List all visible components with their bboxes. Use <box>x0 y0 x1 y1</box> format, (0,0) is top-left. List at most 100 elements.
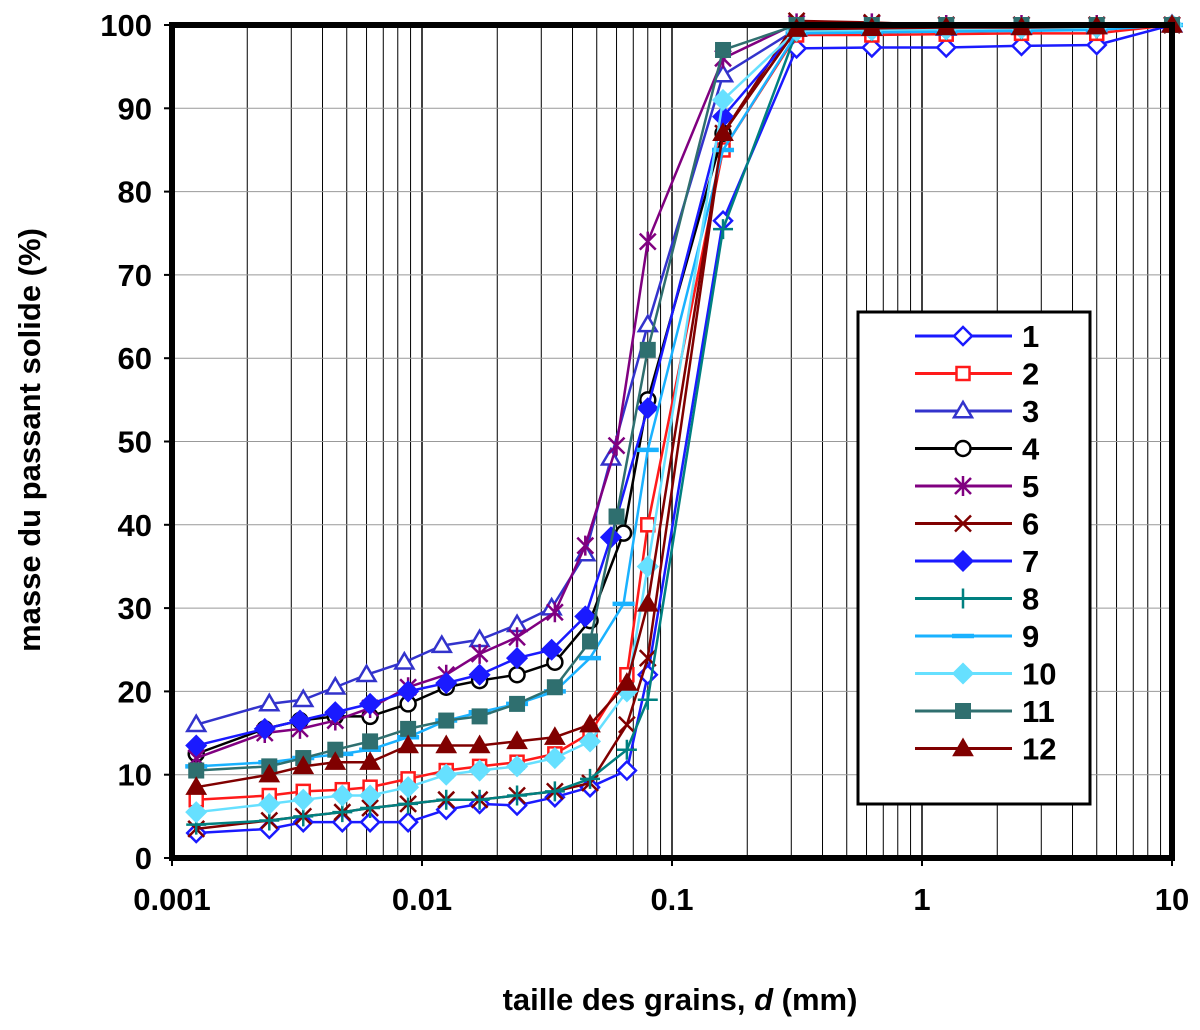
legend-label: 7 <box>1022 544 1039 579</box>
data-point <box>580 768 601 789</box>
data-point <box>397 680 420 703</box>
x-axis-title: taille des grains, d (mm) <box>503 982 858 1017</box>
x-tick-label: 0.001 <box>133 882 211 917</box>
data-point <box>935 36 957 59</box>
y-tick-label: 70 <box>118 258 152 293</box>
legend-label: 11 <box>1022 694 1055 729</box>
data-point <box>505 647 529 670</box>
data-point <box>508 665 526 684</box>
data-point <box>540 638 563 661</box>
data-point <box>292 755 315 775</box>
data-point <box>188 762 205 779</box>
legend-label: 8 <box>1022 582 1039 617</box>
data-point <box>324 675 347 695</box>
data-point <box>618 715 636 734</box>
y-tick-label: 10 <box>118 758 152 793</box>
data-point <box>608 508 625 525</box>
data-point <box>397 776 420 799</box>
legend-entry: 11 <box>915 694 1055 729</box>
data-point <box>638 231 657 252</box>
legend-label: 6 <box>1022 507 1039 542</box>
data-point <box>393 650 416 670</box>
legend-marker <box>954 439 972 458</box>
data-point <box>435 763 458 786</box>
y-tick-label: 60 <box>118 341 152 376</box>
legend-label: 1 <box>1022 319 1039 354</box>
data-point <box>359 784 382 807</box>
legend-label: 4 <box>1022 432 1040 467</box>
data-point <box>253 717 276 740</box>
data-point <box>861 36 883 59</box>
legend-marker <box>955 365 971 382</box>
data-point <box>324 751 347 770</box>
data-point <box>713 219 734 240</box>
legend-marker <box>952 325 974 347</box>
y-tick-label: 20 <box>118 674 152 709</box>
legend-marker <box>951 399 975 419</box>
legend-label: 10 <box>1022 657 1056 692</box>
data-point <box>468 734 491 754</box>
legend-box <box>856 310 1092 806</box>
legend-label: 9 <box>1022 619 1039 654</box>
data-point <box>508 627 526 648</box>
data-point <box>711 63 735 83</box>
data-point <box>435 734 458 754</box>
data-point <box>578 730 602 753</box>
data-point <box>397 811 419 833</box>
data-point <box>438 712 455 729</box>
y-tick-label: 90 <box>118 91 152 126</box>
legend-marker <box>954 476 972 496</box>
legend-label: 5 <box>1022 469 1039 504</box>
x-tick-label: 0.1 <box>650 882 693 917</box>
data-point <box>362 733 379 750</box>
data-point <box>607 435 626 456</box>
legend-entry: 8 <box>915 582 1039 617</box>
data-point <box>288 709 312 732</box>
data-point <box>470 643 489 664</box>
legend-marker <box>952 737 974 757</box>
data-point <box>400 720 417 737</box>
legend-entry: 6 <box>915 507 1039 542</box>
legend-marker <box>951 662 975 685</box>
y-tick-label: 100 <box>100 8 152 43</box>
data-point <box>469 789 490 810</box>
data-point <box>576 535 595 556</box>
data-point <box>185 734 208 757</box>
data-point <box>258 692 281 712</box>
data-point <box>258 763 281 783</box>
legend-label: 3 <box>1022 394 1039 429</box>
data-point <box>435 672 458 695</box>
data-point <box>359 692 382 715</box>
data-point <box>574 605 597 628</box>
y-tick-label: 80 <box>118 175 152 210</box>
data-point <box>430 634 453 654</box>
data-point <box>506 730 528 750</box>
data-point <box>468 663 491 686</box>
legend-entry: 9 <box>915 619 1039 654</box>
y-axis-ticks: 0 10 20 30 40 50 60 70 80 90 100 <box>100 8 172 876</box>
x-tick-label: 1 <box>913 882 930 917</box>
data-point <box>505 755 529 778</box>
legend-entry: 7 <box>915 544 1039 579</box>
data-point <box>582 633 599 650</box>
legend-marker <box>951 549 975 573</box>
data-point <box>712 122 734 141</box>
y-tick-label: 40 <box>118 508 152 543</box>
data-point <box>1010 35 1033 57</box>
data-point <box>324 701 347 724</box>
data-point <box>640 517 656 533</box>
data-point <box>507 785 528 806</box>
x-tick-label: 0.01 <box>392 882 452 917</box>
data-point <box>579 713 601 733</box>
legend-entry: 1 <box>915 319 1039 354</box>
data-point <box>616 739 637 760</box>
data-point <box>292 788 315 811</box>
data-point <box>436 789 457 810</box>
data-point <box>715 41 732 58</box>
data-point <box>185 776 208 795</box>
data-point <box>185 801 208 824</box>
data-point <box>616 672 638 691</box>
data-point <box>637 689 658 710</box>
